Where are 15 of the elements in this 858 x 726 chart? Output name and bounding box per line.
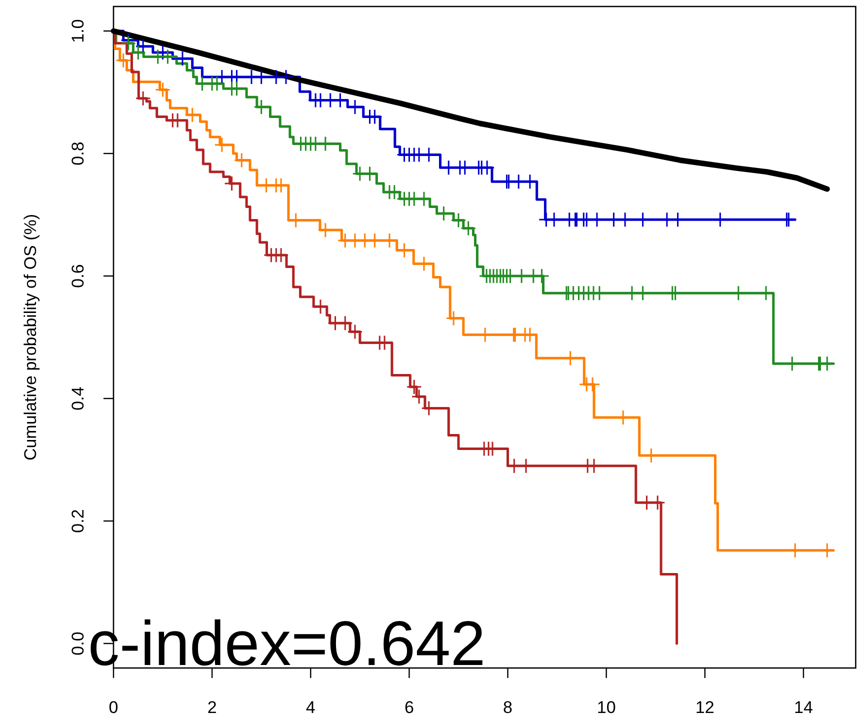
- x-tick-label: 2: [207, 698, 217, 717]
- x-tick-label: 14: [794, 698, 813, 717]
- y-tick-label: 0.2: [68, 509, 88, 533]
- y-tick-label: 0.8: [68, 142, 88, 166]
- y-tick-label: 0.4: [68, 386, 88, 410]
- y-tick-label: 1.0: [68, 19, 88, 43]
- y-tick-label: 0.0: [68, 632, 88, 656]
- x-tick-label: 4: [306, 698, 316, 717]
- x-tick-label: 8: [503, 698, 512, 717]
- x-tick-label: 6: [404, 698, 414, 717]
- x-tick-label: 12: [695, 698, 714, 717]
- x-tick-label: 0: [108, 698, 118, 717]
- y-tick-label: 0.6: [68, 264, 88, 288]
- x-tick-label: 10: [596, 698, 616, 717]
- y-axis-title: Cumulative probability of OS (%): [21, 214, 40, 461]
